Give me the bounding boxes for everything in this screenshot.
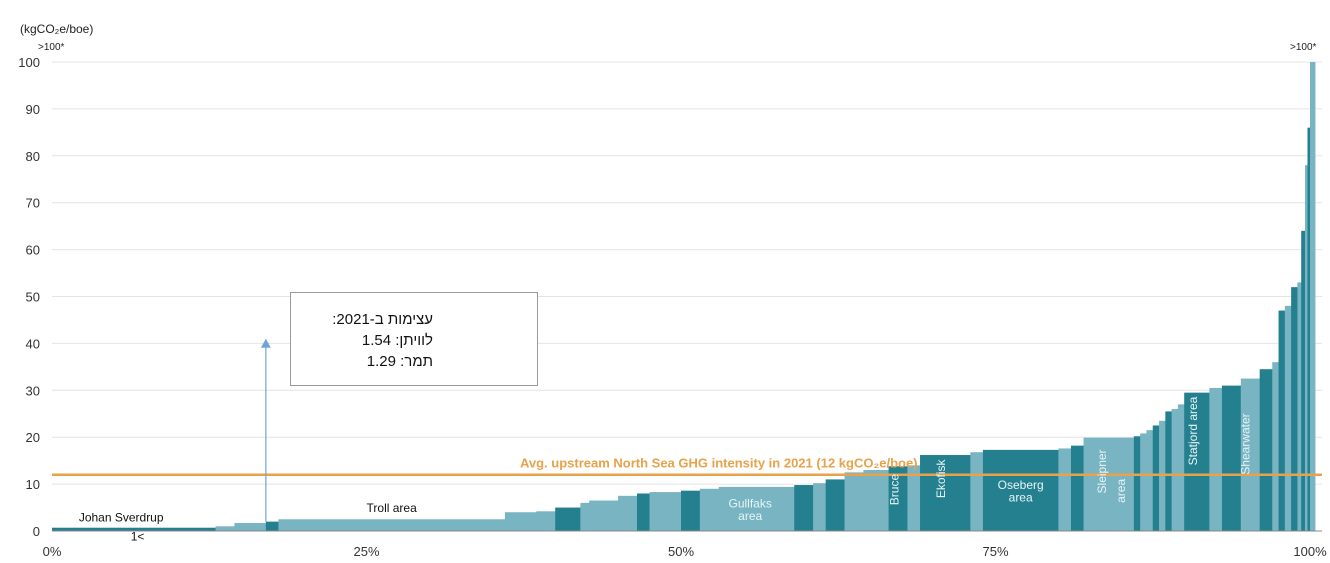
bar	[1259, 369, 1273, 531]
bar	[825, 479, 845, 531]
bar	[813, 483, 827, 531]
overflow-label-right: >100*	[1290, 42, 1317, 53]
bar	[1177, 404, 1185, 531]
bar	[681, 490, 701, 531]
y-tick-label: 80	[26, 149, 40, 164]
y-tick-label: 20	[26, 430, 40, 445]
bar	[265, 521, 279, 531]
y-tick-label: 10	[26, 477, 40, 492]
bar	[234, 523, 267, 531]
bar	[1140, 433, 1147, 531]
bar	[1278, 310, 1286, 531]
field-label: area	[1009, 490, 1033, 504]
bar	[1058, 448, 1072, 531]
bar	[794, 485, 814, 531]
bar	[215, 526, 235, 531]
x-tick-label: 25%	[353, 544, 379, 559]
bar	[888, 466, 908, 531]
bar	[718, 486, 795, 531]
bar	[863, 470, 889, 531]
field-label: area	[1114, 479, 1128, 503]
bar	[649, 492, 682, 531]
bar	[1171, 409, 1179, 531]
bar	[970, 452, 984, 531]
field-label: Gullfaks	[729, 497, 772, 511]
bar	[278, 519, 506, 531]
bar	[1209, 387, 1223, 531]
bar	[1272, 362, 1279, 531]
y-tick-label: 0	[33, 524, 40, 539]
bar	[1304, 165, 1308, 531]
field-label: Oseberg	[998, 478, 1044, 492]
x-tick-label: 50%	[668, 544, 694, 559]
bar	[920, 455, 971, 531]
x-tick-label: 0%	[43, 544, 62, 559]
bar	[1284, 305, 1292, 531]
field-label: Statjord area	[1186, 396, 1200, 465]
y-axis-unit-label: (kgCO₂e/boe)	[20, 22, 93, 36]
bar	[907, 465, 921, 531]
y-tick-label: 50	[26, 290, 40, 305]
bar	[844, 472, 864, 531]
bar	[982, 449, 1059, 531]
field-label: Ekofisk	[934, 458, 948, 498]
bar	[1165, 411, 1173, 531]
bar	[589, 500, 619, 531]
x-tick-labels: 0% 25% 50% 75% 100%	[43, 544, 1327, 559]
bar	[1146, 430, 1154, 531]
arrow-head	[260, 338, 271, 348]
bar	[1133, 436, 1141, 531]
bar	[1184, 392, 1210, 531]
y-tick-label: 90	[26, 102, 40, 117]
bar	[504, 512, 537, 531]
callout-title: עצימות ב-2021:	[332, 311, 433, 328]
y-tick-label: 100	[18, 55, 40, 70]
bar	[1152, 425, 1160, 531]
bar-series	[52, 62, 1316, 531]
bar	[636, 493, 650, 531]
y-tick-label: 70	[26, 196, 40, 211]
field-label: Sleipner	[1095, 449, 1109, 493]
callout-tamar-value: תמר: 1.29	[366, 353, 433, 370]
bar	[580, 502, 590, 531]
y-tick-label: 30	[26, 383, 40, 398]
bar	[1301, 230, 1306, 531]
bar	[52, 527, 216, 531]
field-label: Johan Sverdrup	[79, 511, 164, 525]
field-label: Bruce	[888, 474, 902, 506]
bar	[1291, 287, 1298, 531]
bar	[618, 495, 638, 531]
bar	[1307, 127, 1311, 531]
bar	[1310, 62, 1316, 531]
field-label: Troll area	[367, 501, 418, 515]
bar	[555, 507, 581, 531]
field-label: Shearwater	[1239, 413, 1253, 474]
overflow-label-left: >100*	[38, 42, 65, 53]
grid-lines	[52, 61, 1322, 485]
field-label: area	[738, 509, 762, 523]
bar	[1070, 445, 1084, 531]
annotation-callout-box: עצימות ב-2021: לוויתן: 1.54 תמר: 1.29	[290, 292, 538, 386]
y-tick-label: 60	[26, 243, 40, 258]
x-tick-label: 75%	[982, 544, 1008, 559]
y-tick-labels: 0 10 20 30 40 50 60 70 80 90 100	[18, 55, 40, 539]
x-tick-label: 100%	[1293, 544, 1327, 559]
bar	[699, 488, 720, 531]
bar	[536, 511, 556, 531]
callout-leviathan-value: לוויתן: 1.54	[361, 332, 433, 349]
annotation-arrow	[260, 338, 271, 522]
bar	[1240, 378, 1261, 531]
field-label: 1<	[131, 529, 145, 543]
average-line-label: Avg. upstream North Sea GHG intensity in…	[520, 456, 918, 471]
bar	[1297, 282, 1302, 531]
bar	[1083, 437, 1135, 531]
y-tick-label: 40	[26, 336, 40, 351]
bar	[1221, 385, 1242, 531]
